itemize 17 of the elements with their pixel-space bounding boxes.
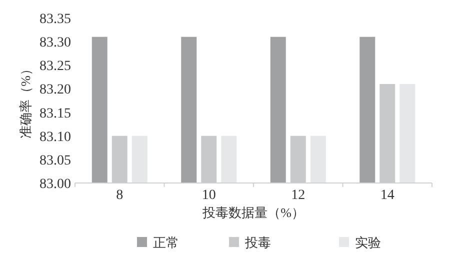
legend-label: 正常 bbox=[153, 235, 179, 250]
y-tick-label: 83.15 bbox=[40, 106, 71, 122]
x-tick-label: 8 bbox=[116, 188, 124, 203]
x-tick-label: 12 bbox=[291, 188, 306, 203]
y-tick-label: 83.20 bbox=[40, 82, 71, 98]
x-tick-label: 14 bbox=[380, 188, 394, 203]
y-axis-title: 准确率（%） bbox=[18, 62, 33, 138]
x-axis-title: 投毒数据量（%） bbox=[202, 205, 304, 220]
y-tick-label: 83.35 bbox=[40, 12, 71, 27]
y-tick-label: 83.05 bbox=[40, 153, 71, 168]
y-tick-label: 83.00 bbox=[40, 177, 71, 192]
y-tick-label: 83.10 bbox=[40, 130, 71, 145]
y-tick-label: 83.25 bbox=[40, 59, 71, 74]
legend-label: 投毒 bbox=[244, 235, 271, 250]
x-tick-label: 10 bbox=[202, 188, 216, 203]
legend-label: 实验 bbox=[355, 235, 381, 250]
y-tick-label: 83.30 bbox=[40, 36, 71, 51]
